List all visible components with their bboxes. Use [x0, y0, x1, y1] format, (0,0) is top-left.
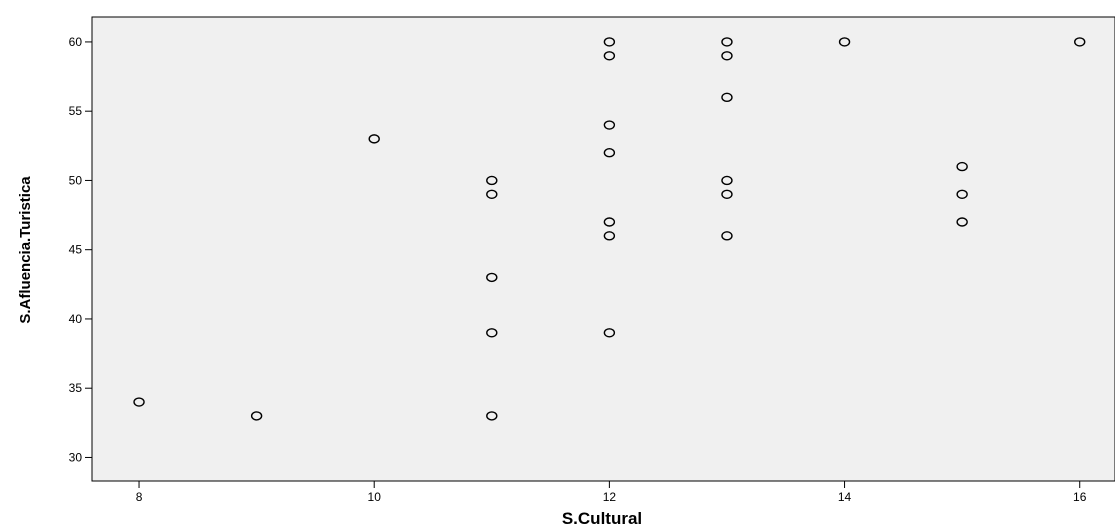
data-point: [603, 51, 616, 61]
data-point: [486, 328, 498, 338]
data-point: [838, 37, 851, 47]
data-point: [956, 217, 968, 227]
data-point: [603, 37, 616, 47]
data-point: [486, 411, 498, 421]
x-tick-label: 8: [136, 490, 143, 504]
data-point: [721, 92, 733, 103]
data-point: [603, 148, 616, 158]
y-tick-label: 60: [69, 35, 83, 49]
data-point: [721, 175, 733, 186]
data-point: [603, 328, 616, 338]
x-tick-label: 14: [838, 490, 852, 504]
data-point: [250, 411, 263, 421]
y-tick-label: 55: [69, 104, 83, 118]
plot-area: [91, 16, 1115, 482]
data-point: [721, 51, 733, 61]
x-axis-ticks: 8 10 12 14 16: [136, 481, 1087, 504]
data-point: [486, 189, 498, 199]
data-point: [721, 37, 733, 47]
y-tick-label: 30: [69, 450, 83, 464]
data-point: [721, 189, 733, 199]
y-axis-title: S.Afluencia.Turistica: [17, 176, 34, 324]
data-point: [603, 217, 616, 227]
x-tick-label: 10: [368, 490, 382, 504]
x-tick-label: 12: [603, 490, 617, 504]
data-point: [1074, 37, 1086, 47]
data-point: [486, 175, 498, 186]
x-axis-title: S.Cultural: [562, 509, 642, 528]
data-point: [368, 134, 380, 144]
data-point: [133, 397, 145, 407]
data-point: [603, 231, 616, 241]
y-axis-ticks: 30 35 40 45 50 55 60: [69, 35, 92, 464]
x-tick-label: 16: [1073, 490, 1087, 504]
y-tick-label: 45: [69, 243, 83, 257]
data-points: [133, 37, 1086, 421]
data-point: [486, 272, 498, 283]
data-point: [721, 231, 733, 241]
y-tick-label: 40: [69, 312, 83, 326]
data-point: [603, 120, 616, 130]
data-point: [956, 189, 968, 199]
data-point: [956, 161, 968, 172]
y-tick-label: 50: [69, 173, 83, 187]
y-tick-label: 35: [69, 381, 83, 395]
